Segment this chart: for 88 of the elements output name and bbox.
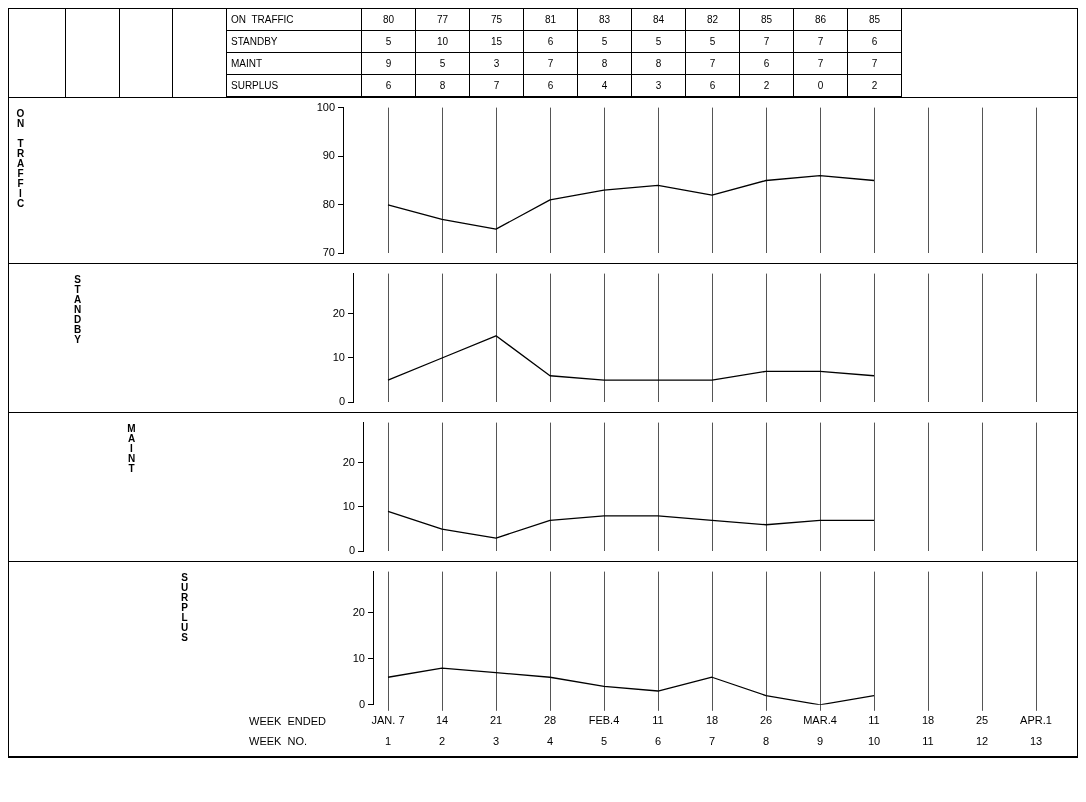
data-label: 7 xyxy=(739,31,793,53)
data-label: 6 xyxy=(739,53,793,75)
data-label: 85 xyxy=(847,9,901,31)
data-label: 84 xyxy=(631,9,685,31)
data-label: 5 xyxy=(361,31,415,53)
y-tick-label: 80 xyxy=(322,197,335,210)
x-tick-label: 18 xyxy=(705,714,719,727)
data-label: 0 xyxy=(793,75,847,97)
data-label: 7 xyxy=(685,53,739,75)
y-tick-label: 0 xyxy=(358,697,365,710)
y-tick-label: 100 xyxy=(316,100,335,113)
y-axis-title: SURPLUS xyxy=(179,572,190,642)
data-label: 5 xyxy=(415,53,469,75)
x2-tick-label: 5 xyxy=(600,734,608,747)
data-label: 15 xyxy=(469,31,523,53)
data-label: 8 xyxy=(577,53,631,75)
x-tick-label: 25 xyxy=(975,714,989,727)
data-label: 2 xyxy=(847,75,901,97)
x-tick-label: 18 xyxy=(921,714,935,727)
y-axis-title: MAINT xyxy=(126,423,137,473)
x2-tick-label: 12 xyxy=(975,734,989,747)
text: SURPLUS xyxy=(227,75,361,97)
y-tick-label: 10 xyxy=(332,351,345,364)
x-tick-label: FEB.4 xyxy=(588,714,620,727)
x-axis-title: WEEK ENDED xyxy=(249,714,327,727)
data-label: 83 xyxy=(577,9,631,31)
text: STANDBY xyxy=(227,31,361,53)
y-tick-label: 10 xyxy=(342,500,355,513)
data-label: 7 xyxy=(847,53,901,75)
y-axis-title: STANDBY xyxy=(72,274,83,344)
x-tick-label: 26 xyxy=(759,714,773,727)
text: MAINT xyxy=(227,53,361,75)
x2-axis-title: WEEK NO. xyxy=(249,734,308,747)
data-label: 82 xyxy=(685,9,739,31)
data-label: 9 xyxy=(361,53,415,75)
x2-tick-label: 6 xyxy=(654,734,662,747)
data-label: 7 xyxy=(793,53,847,75)
data-label: 10 xyxy=(415,31,469,53)
x2-tick-label: 2 xyxy=(438,734,446,747)
data-label: 5 xyxy=(631,31,685,53)
data-label: 3 xyxy=(631,75,685,97)
data-label: 8 xyxy=(415,75,469,97)
x-tick-label: 21 xyxy=(489,714,503,727)
x2-tick-label: 1 xyxy=(384,734,392,747)
data-label: 6 xyxy=(523,31,577,53)
x2-tick-label: 13 xyxy=(1029,734,1043,747)
y-tick-label: 0 xyxy=(348,544,355,557)
y-tick-label: 10 xyxy=(352,651,365,664)
x2-tick-label: 3 xyxy=(492,734,500,747)
data-label: 5 xyxy=(577,31,631,53)
x-tick-label: 14 xyxy=(435,714,449,727)
y-tick-label: 20 xyxy=(332,306,345,319)
data-label: 85 xyxy=(739,9,793,31)
data-label: 86 xyxy=(793,9,847,31)
x2-tick-label: 4 xyxy=(546,734,554,747)
x-tick-label: 28 xyxy=(543,714,557,727)
text: ON TRAFFIC xyxy=(227,9,361,31)
data-label: 6 xyxy=(847,31,901,53)
x2-tick-label: 11 xyxy=(922,734,934,747)
x2-tick-label: 9 xyxy=(816,734,824,747)
x-tick-label: 11 xyxy=(652,714,664,727)
data-label: 2 xyxy=(739,75,793,97)
x2-tick-label: 8 xyxy=(762,734,770,747)
x-tick-label: MAR.4 xyxy=(803,714,837,727)
y-tick-label: 20 xyxy=(352,605,365,618)
data-label: 6 xyxy=(361,75,415,97)
x2-tick-label: 10 xyxy=(867,734,881,747)
x-tick-label: APR.1 xyxy=(1020,714,1052,727)
data-label: 77 xyxy=(415,9,469,31)
y-axis-title: ON TRAFFIC xyxy=(15,108,26,208)
data-label: 8 xyxy=(631,53,685,75)
y-tick-label: 20 xyxy=(342,455,355,468)
y-tick-label: 70 xyxy=(322,246,335,259)
data-label: 6 xyxy=(523,75,577,97)
data-label: 75 xyxy=(469,9,523,31)
x-tick-label: 11 xyxy=(868,714,880,727)
data-label: 5 xyxy=(685,31,739,53)
data-label: 81 xyxy=(523,9,577,31)
y-tick-label: 0 xyxy=(338,395,345,408)
data-label: 4 xyxy=(577,75,631,97)
data-label: 7 xyxy=(793,31,847,53)
data-label: 7 xyxy=(523,53,577,75)
data-label: 7 xyxy=(469,75,523,97)
data-label: 3 xyxy=(469,53,523,75)
y-tick-label: 90 xyxy=(322,149,335,162)
x2-tick-label: 7 xyxy=(708,734,716,747)
x-tick-label: JAN. 7 xyxy=(371,714,405,727)
data-label: 6 xyxy=(685,75,739,97)
